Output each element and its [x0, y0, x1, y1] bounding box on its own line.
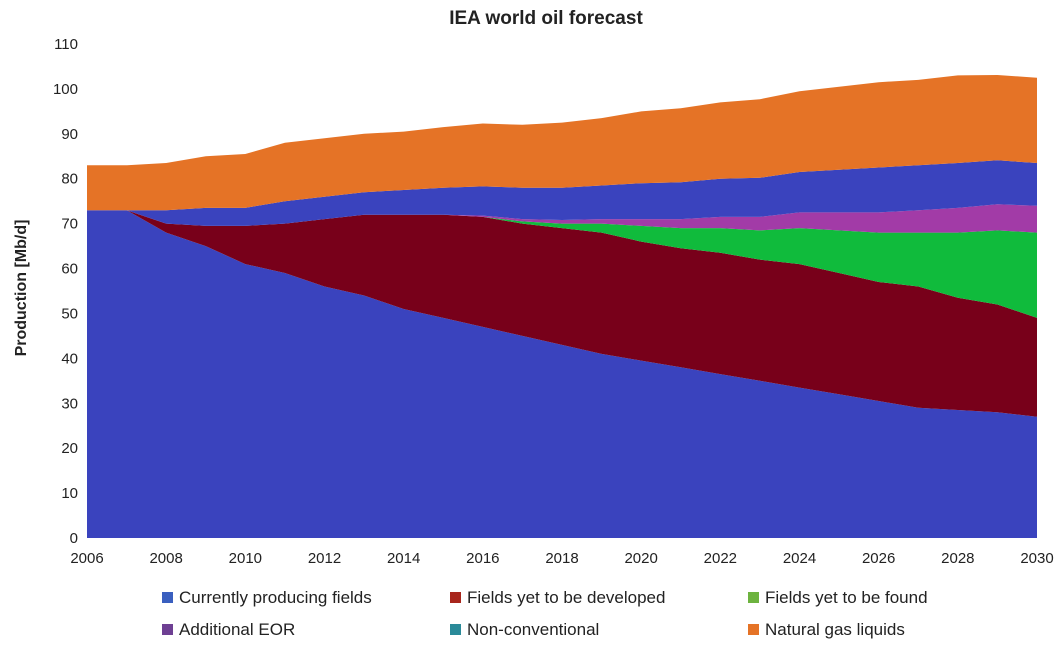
y-tick-label: 30	[61, 395, 78, 412]
y-tick-label: 0	[70, 530, 78, 547]
legend-label: Fields yet to be developed	[467, 588, 665, 607]
x-tick-label: 2008	[149, 550, 182, 567]
x-tick-label: 2006	[70, 550, 103, 567]
y-axis-label: Production [Mb/d]	[13, 220, 30, 357]
legend-swatch	[450, 592, 461, 603]
legend-label: Fields yet to be found	[765, 588, 928, 607]
x-tick-label: 2020	[624, 550, 657, 567]
y-tick-label: 20	[61, 440, 78, 457]
chart-title: IEA world oil forecast	[449, 8, 643, 29]
legend-swatch	[748, 592, 759, 603]
y-tick-label: 110	[54, 36, 78, 53]
y-tick-label: 10	[61, 485, 78, 502]
x-tick-label: 2014	[387, 550, 420, 567]
legend-swatch	[748, 624, 759, 635]
legend-swatch	[162, 592, 173, 603]
legend-label: Currently producing fields	[179, 588, 372, 607]
y-axis-ticks: 0 10 20 30 40 50 60 70 80 90 100 110	[53, 36, 78, 547]
area-series-0	[87, 210, 1037, 538]
y-tick-label: 40	[61, 350, 78, 367]
legend-label: Non-conventional	[467, 620, 599, 639]
legend-label: Natural gas liquids	[765, 620, 905, 639]
x-tick-label: 2026	[862, 550, 895, 567]
y-tick-label: 100	[53, 81, 78, 98]
legend: Currently producing fields Fields yet to …	[162, 588, 928, 639]
x-tick-label: 2016	[466, 550, 499, 567]
x-tick-label: 2018	[545, 550, 578, 567]
y-tick-label: 60	[61, 261, 78, 278]
legend-swatch	[162, 624, 173, 635]
plot-areas	[87, 75, 1037, 538]
x-tick-label: 2010	[229, 550, 262, 567]
area-series-1	[87, 210, 1037, 417]
x-tick-label: 2012	[308, 550, 341, 567]
y-tick-label: 90	[61, 126, 78, 143]
area-series-5	[87, 160, 1037, 226]
area-series-6	[87, 75, 1037, 211]
area-series-3	[87, 204, 1037, 233]
y-tick-label: 50	[61, 305, 78, 322]
x-tick-label: 2028	[941, 550, 974, 567]
x-tick-label: 2024	[783, 550, 816, 567]
area-series-2	[87, 210, 1037, 318]
legend-label: Additional EOR	[179, 620, 295, 639]
y-tick-label: 70	[61, 216, 78, 233]
legend-swatch	[450, 624, 461, 635]
x-tick-label: 2030	[1020, 550, 1053, 567]
x-tick-label: 2022	[704, 550, 737, 567]
x-axis-ticks: 2006 2008 2010 2012 2014 2016 2018 2020 2022 2024…	[70, 550, 1053, 567]
y-tick-label: 80	[61, 171, 78, 188]
